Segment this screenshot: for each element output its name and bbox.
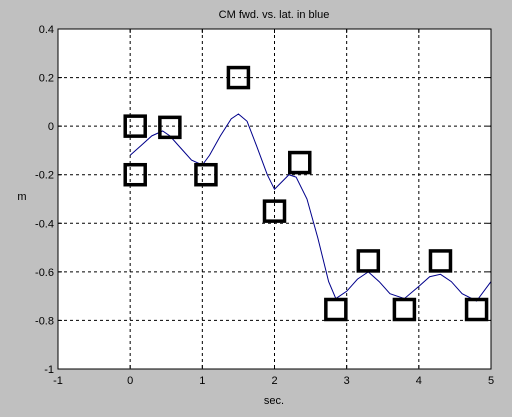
marker-series-group: [123, 65, 489, 322]
square-marker: [428, 249, 453, 273]
x-axis-label: sec.: [264, 395, 284, 407]
line-series-group: [129, 113, 492, 302]
ticks-group: -1 0 1 2 3 4 5 -1 -0.8 -0.6 -0.4 -0.2 0 0.2 0.4: [35, 24, 494, 387]
y-tick-label: 0.4: [39, 24, 54, 36]
square-marker: [464, 297, 489, 322]
square-marker: [288, 150, 312, 175]
x-tick-label: 1: [199, 375, 205, 387]
x-tick-label: 2: [271, 375, 277, 387]
square-marker: [324, 297, 348, 322]
y-axis-label: m: [17, 191, 26, 203]
y-tick-label: -0.8: [35, 315, 54, 327]
y-tick-label: 0: [48, 121, 54, 133]
square-marker: [123, 162, 147, 187]
series-line: [129, 113, 492, 302]
x-tick-label: 3: [344, 375, 350, 387]
square-marker: [356, 249, 381, 273]
y-tick-label: -0.4: [35, 218, 54, 230]
x-tick-label: 5: [488, 375, 494, 387]
square-marker: [123, 114, 147, 138]
x-tick-label: -1: [53, 375, 63, 387]
x-tick-label: 4: [416, 375, 422, 387]
y-tick-label: -0.6: [35, 267, 54, 279]
square-marker: [194, 162, 218, 187]
y-tick-label: -0.2: [35, 170, 54, 182]
square-marker: [158, 115, 182, 140]
square-marker: [262, 199, 287, 223]
chart-title: CM fwd. vs. lat. in blue: [219, 9, 330, 21]
y-tick-label: 0.2: [39, 73, 54, 85]
square-marker: [226, 65, 251, 90]
x-tick-label: 0: [127, 375, 133, 387]
square-marker: [392, 297, 417, 322]
y-tick-label: -1: [44, 364, 54, 376]
